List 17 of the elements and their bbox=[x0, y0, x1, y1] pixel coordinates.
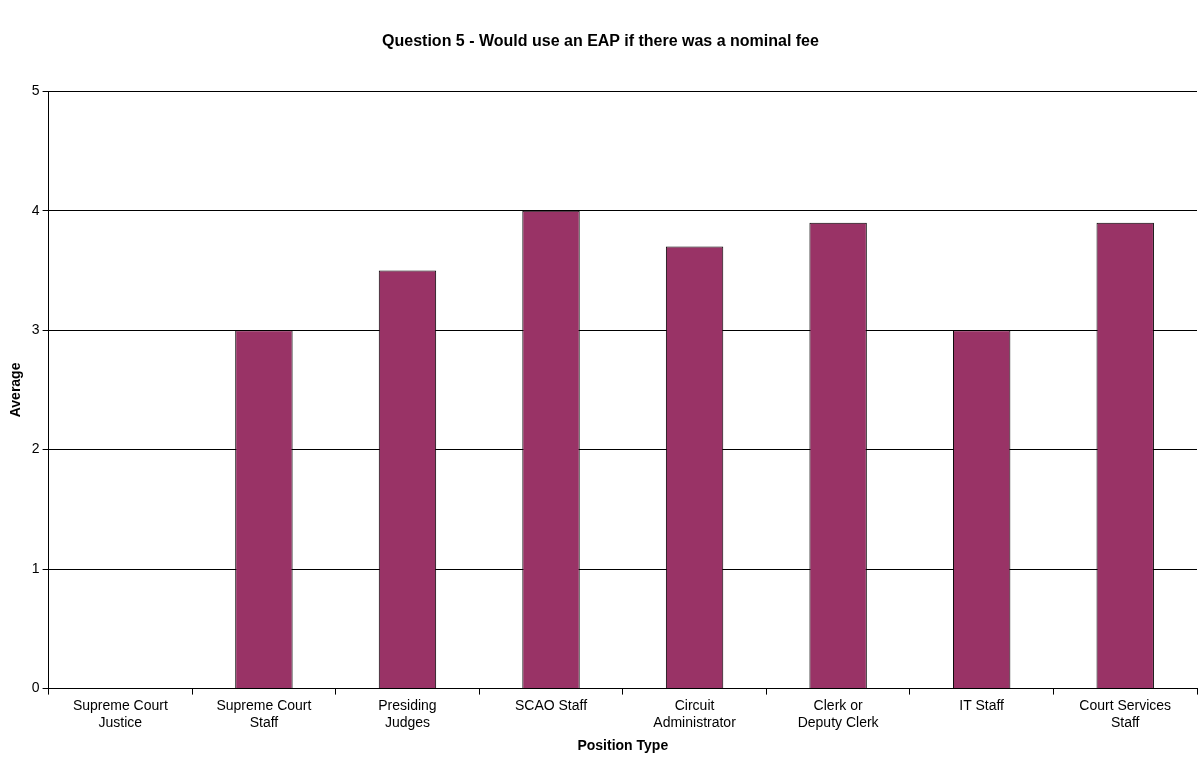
x-tick-label: Clerk or Deputy Clerk bbox=[797, 696, 880, 730]
x-tick-label: Supreme Court Staff bbox=[216, 696, 312, 730]
y-tick-label: 4 bbox=[31, 201, 40, 218]
y-tick-label: 1 bbox=[31, 559, 40, 576]
y-tick-label: 5 bbox=[31, 82, 40, 99]
x-tick-label: SCAO Staff bbox=[514, 696, 588, 713]
y-tick-label: 0 bbox=[31, 679, 40, 696]
y-axis-title: Average bbox=[7, 362, 24, 418]
x-tick-label: Circuit Administrator bbox=[653, 696, 737, 730]
chart-title: Question 5 - Would use an EAP if there was a nominal fee bbox=[382, 32, 820, 50]
y-tick-label: 3 bbox=[31, 321, 40, 338]
x-tick-label: Court Services Staff bbox=[1079, 696, 1172, 730]
x-tick-label: IT Staff bbox=[959, 696, 1005, 713]
x-tick-label: Presiding Judges bbox=[378, 696, 437, 730]
x-axis-title: Position Type bbox=[577, 737, 669, 754]
y-tick-label: 2 bbox=[31, 440, 40, 457]
x-tick-label: Supreme Court Justice bbox=[72, 696, 168, 730]
